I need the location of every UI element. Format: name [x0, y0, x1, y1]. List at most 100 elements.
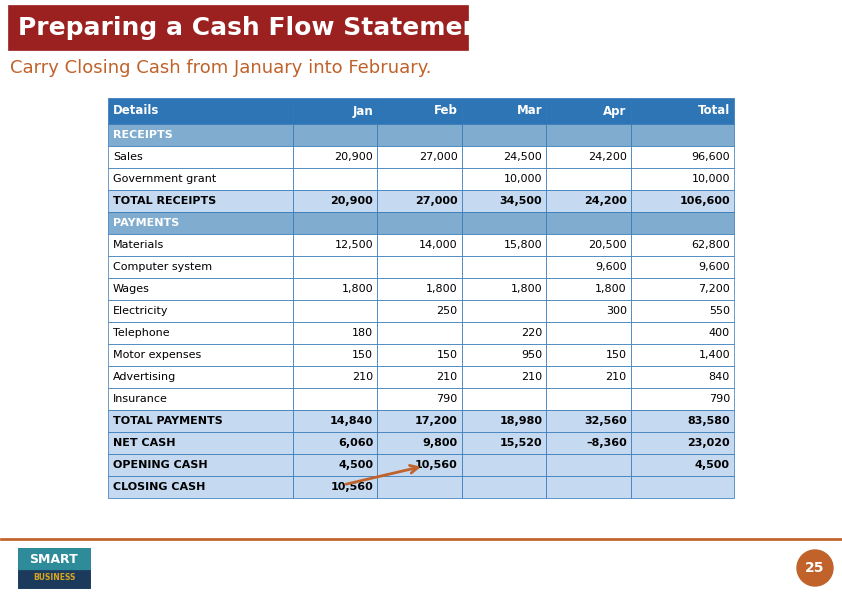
Text: 20,900: 20,900 [330, 196, 373, 206]
Bar [631, 322, 734, 344]
Bar [108, 168, 293, 190]
Text: 18,980: 18,980 [499, 416, 542, 426]
Text: 12,500: 12,500 [334, 240, 373, 250]
Text: 27,000: 27,000 [415, 196, 458, 206]
Bar [108, 234, 293, 256]
Bar [293, 98, 377, 124]
Bar [631, 410, 734, 432]
Bar [377, 366, 461, 388]
Bar [546, 234, 631, 256]
Bar [631, 98, 734, 124]
Bar [461, 212, 546, 234]
Bar [293, 300, 377, 322]
Bar [377, 234, 461, 256]
Text: 950: 950 [521, 350, 542, 360]
Bar [461, 234, 546, 256]
Bar [377, 98, 461, 124]
Bar [108, 256, 293, 278]
Bar [631, 212, 734, 234]
Bar [461, 476, 546, 498]
Text: 180: 180 [352, 328, 373, 338]
Text: Apr: Apr [604, 104, 626, 117]
Text: 10,560: 10,560 [415, 460, 458, 470]
Text: CLOSING CASH: CLOSING CASH [113, 482, 205, 492]
Text: 17,200: 17,200 [415, 416, 458, 426]
Bar [461, 344, 546, 366]
Text: 10,000: 10,000 [504, 174, 542, 184]
Bar [377, 322, 461, 344]
Bar [108, 98, 293, 124]
Text: 20,500: 20,500 [588, 240, 626, 250]
Bar [108, 212, 293, 234]
Bar [377, 146, 461, 168]
Bar [377, 124, 461, 146]
Text: 96,600: 96,600 [691, 152, 730, 162]
Bar [461, 190, 546, 212]
Text: –8,360: –8,360 [586, 438, 626, 448]
Bar [546, 388, 631, 410]
Text: 1,800: 1,800 [595, 284, 626, 294]
Bar [377, 190, 461, 212]
Text: Materials: Materials [113, 240, 164, 250]
Text: Wages: Wages [113, 284, 150, 294]
Bar [0, 538, 842, 539]
Text: Sales: Sales [113, 152, 143, 162]
Bar [461, 146, 546, 168]
Text: TOTAL PAYMENTS: TOTAL PAYMENTS [113, 416, 223, 426]
Text: 840: 840 [709, 372, 730, 382]
Text: Mar: Mar [517, 104, 542, 117]
Text: PAYMENTS: PAYMENTS [113, 218, 179, 228]
Bar [108, 366, 293, 388]
Bar [546, 212, 631, 234]
Bar [108, 278, 293, 300]
Bar [631, 476, 734, 498]
Text: 1,800: 1,800 [510, 284, 542, 294]
Bar [293, 190, 377, 212]
Text: 24,500: 24,500 [504, 152, 542, 162]
Text: 300: 300 [605, 306, 626, 316]
Text: OPENING CASH: OPENING CASH [113, 460, 208, 470]
Bar [461, 278, 546, 300]
Bar [377, 410, 461, 432]
Bar [108, 300, 293, 322]
Bar [108, 146, 293, 168]
Circle shape [797, 550, 833, 586]
Bar [546, 476, 631, 498]
Bar [546, 278, 631, 300]
Bar [293, 322, 377, 344]
Bar [293, 146, 377, 168]
Text: 23,020: 23,020 [687, 438, 730, 448]
Text: NET CASH: NET CASH [113, 438, 175, 448]
Text: SMART: SMART [29, 552, 78, 566]
Bar [293, 344, 377, 366]
Text: Details: Details [113, 104, 159, 117]
Bar [293, 454, 377, 476]
Bar [293, 388, 377, 410]
Bar [461, 322, 546, 344]
Text: 4,500: 4,500 [695, 460, 730, 470]
Text: Feb: Feb [434, 104, 458, 117]
Text: 20,900: 20,900 [334, 152, 373, 162]
Bar [108, 124, 293, 146]
Text: 250: 250 [436, 306, 458, 316]
Text: 27,000: 27,000 [419, 152, 458, 162]
Text: Preparing a Cash Flow Statement: Preparing a Cash Flow Statement [18, 15, 493, 39]
Text: Government grant: Government grant [113, 174, 216, 184]
Bar [377, 476, 461, 498]
Bar [293, 432, 377, 454]
Bar [461, 366, 546, 388]
Bar [631, 146, 734, 168]
Bar [546, 432, 631, 454]
Bar [631, 124, 734, 146]
Text: Motor expenses: Motor expenses [113, 350, 201, 360]
Bar [377, 432, 461, 454]
Text: 550: 550 [709, 306, 730, 316]
Bar [377, 300, 461, 322]
Text: 9,600: 9,600 [698, 262, 730, 272]
Text: 15,520: 15,520 [499, 438, 542, 448]
Text: Computer system: Computer system [113, 262, 212, 272]
Text: Telephone: Telephone [113, 328, 169, 338]
Bar [546, 300, 631, 322]
Text: Electricity: Electricity [113, 306, 168, 316]
Text: 9,800: 9,800 [423, 438, 458, 448]
